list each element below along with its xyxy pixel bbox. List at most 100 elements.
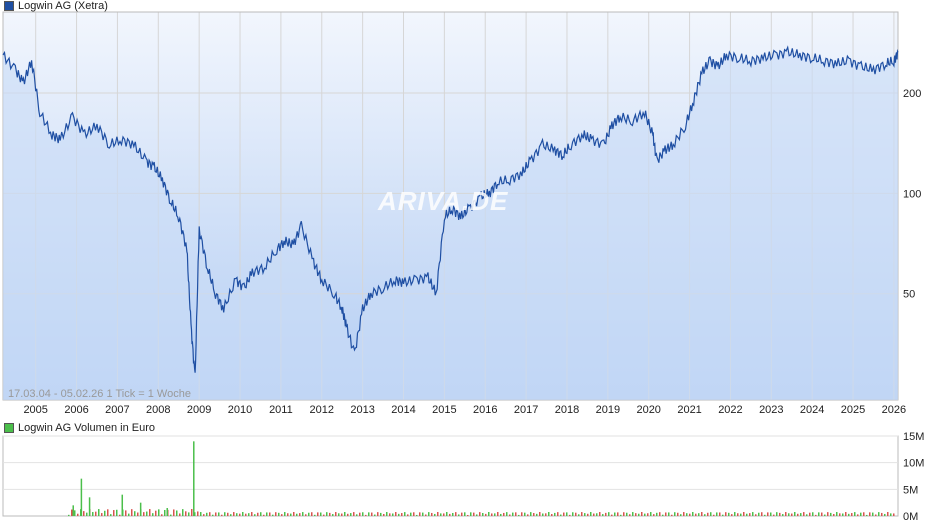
volume-bar [380,512,382,516]
volume-bar [110,514,112,516]
volume-bar [461,512,463,516]
volume-bar [446,512,448,516]
volume-bar [209,512,211,516]
volume-bar [656,512,658,516]
volume-bar [119,514,121,516]
volume-bar [251,512,253,516]
volume-bar [161,514,163,516]
volume-bar [377,512,379,516]
volume-bar [437,512,439,516]
volume-bar [302,512,304,516]
volume-bar [671,514,673,516]
volume-bar [257,512,259,516]
volume-bar [563,512,565,516]
volume-bar [599,512,601,516]
volume-bar [737,513,739,516]
volume-bar [773,514,775,516]
volume-bar [641,512,643,516]
volume-bar [398,513,400,516]
volume-bar [272,514,274,516]
volume-bar [233,512,235,516]
volume-bar [464,512,466,516]
x-tick-label: 2008 [146,404,170,416]
volume-bar [578,514,580,516]
volume-bar [743,512,745,516]
volume-bar [518,514,520,516]
volume-bar [779,512,781,516]
volume-bar [674,512,676,516]
volume-bar [581,512,583,516]
volume-bar [236,513,238,516]
volume-bar [491,513,493,516]
volume-bar [287,513,289,516]
volume-bar [845,512,847,516]
volume-bar [224,512,226,516]
volume-bar [278,512,280,516]
volume-bar [149,509,151,516]
volume-bar [719,512,721,516]
volume-bar [590,512,592,516]
volume-bar [371,512,373,516]
volume-bar [728,512,730,516]
volume-bar [197,511,199,516]
volume-bar [485,513,487,516]
volume-bar [617,512,619,516]
volume-bar [230,514,232,516]
volume-bar [530,512,532,516]
price-legend-label: Logwin AG (Xetra) [18,0,108,12]
volume-bar [341,513,343,516]
volume-bar [884,513,886,516]
volume-bar [863,512,865,516]
volume-y-tick-label: 0M [903,511,918,523]
volume-bar [320,512,322,516]
volume-bar [131,509,133,516]
volume-bar [200,512,202,516]
volume-peak-bar [139,502,142,516]
volume-bar [824,514,826,516]
volume-bar [668,512,670,516]
volume-bar [833,514,835,516]
x-tick-label: 2014 [391,404,415,416]
volume-bar [185,511,187,516]
volume-bar [800,513,802,516]
volume-bar [584,513,586,516]
volume-grid [2,435,899,517]
volume-bar [434,513,436,516]
volume-peak-bar [121,494,124,516]
volume-frame [2,435,899,517]
volume-bar [152,513,154,516]
volume-legend-label: Logwin AG Volumen in Euro [18,422,155,434]
volume-bar [761,512,763,516]
volume-bar [104,510,106,516]
volume-bar [497,512,499,516]
volume-bar [740,513,742,516]
volume-bar [317,512,319,516]
volume-bar [146,511,148,516]
volume-bar [416,514,418,516]
x-tick-label: 2024 [800,404,824,416]
volume-bar [554,512,556,516]
volume-bar [419,512,421,516]
volume-bar [659,512,661,516]
volume-bar [476,514,478,516]
volume-bar [830,512,832,516]
volume-bar [695,513,697,516]
volume-bar [413,512,415,516]
volume-bar [281,514,283,516]
volume-bar [614,512,616,516]
volume-bar [506,512,508,516]
volume-bar [647,513,649,516]
volume-bar [890,513,892,516]
volume-bar [851,513,853,516]
volume-bar [692,512,694,516]
volume-y-tick-label: 15M [903,431,924,443]
volume-bar [842,513,844,516]
volume-peak-bar [166,508,168,516]
volume-bar [335,512,337,516]
volume-bar [137,512,139,516]
volume-bar [869,512,871,516]
volume-bar [875,514,877,516]
volume-bar [386,512,388,516]
volume-peak-bar [193,441,195,516]
volume-bar [770,512,772,516]
